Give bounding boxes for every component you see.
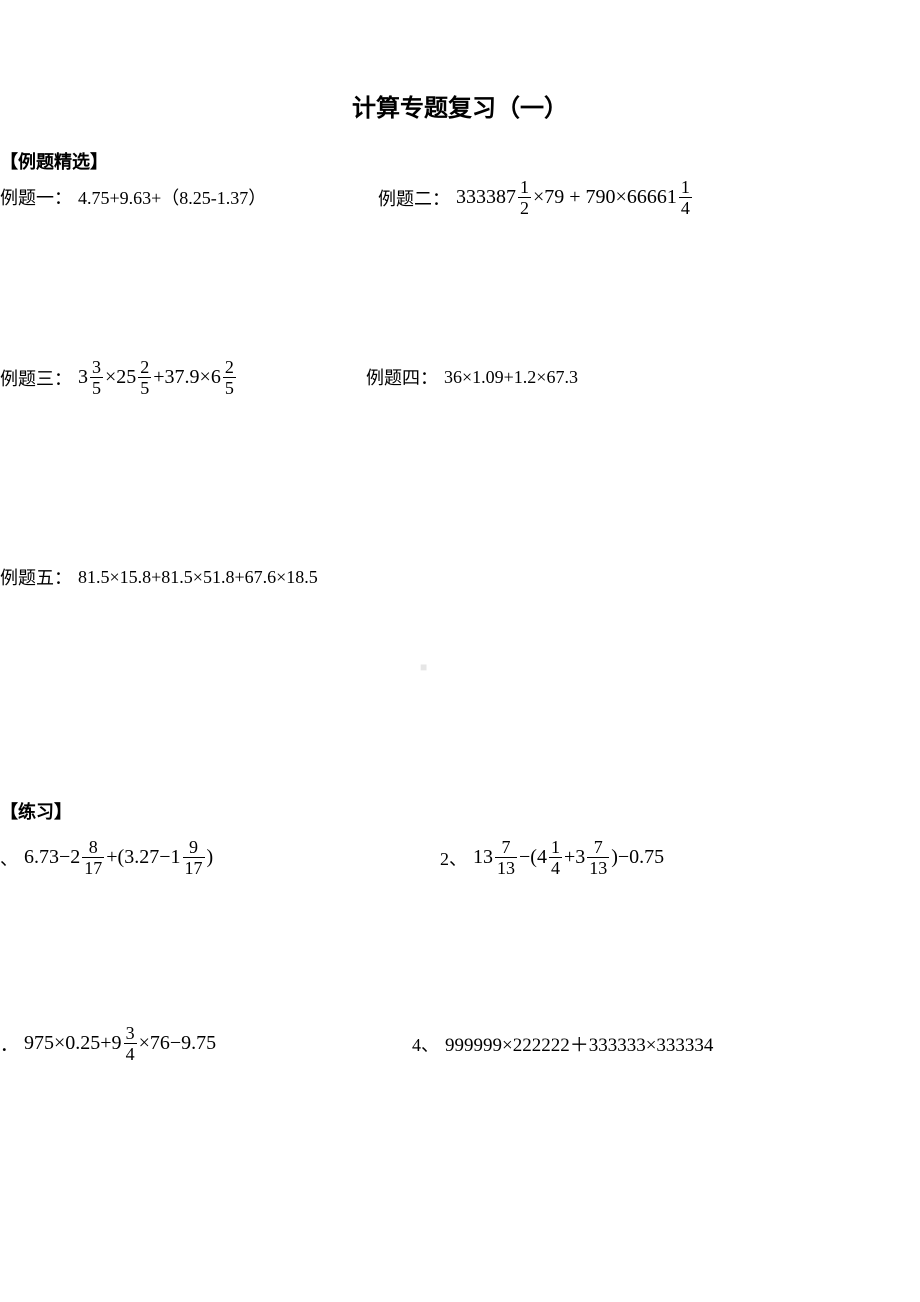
denominator: 5 <box>223 377 236 397</box>
example-5-label: 例题五： <box>0 564 72 590</box>
math-text: ×25 <box>105 366 136 389</box>
example-3: 例题三： 3 3 5 ×25 2 5 +37.9×6 2 5 <box>0 358 238 397</box>
exercise-4: 4、 999999×222222＋333333×333334 <box>412 1030 713 1057</box>
denominator: 4 <box>679 197 692 217</box>
exercise-3-label: ． <box>0 1031 18 1057</box>
exercise-2-expr: 13 7 13 −(4 1 4 +3 7 13 )−0.75 <box>473 838 664 877</box>
denominator: 4 <box>549 857 562 877</box>
exercise-3: ． 975×0.25+9 3 4 ×76−9.75 <box>0 1024 216 1063</box>
exercise-3-expr: 975×0.25+9 3 4 ×76−9.75 <box>24 1024 216 1063</box>
fraction: 2 5 <box>138 358 151 397</box>
example-5: 例题五： 81.5×15.8+81.5×51.8+67.6×18.5 <box>0 564 318 590</box>
denominator: 17 <box>82 857 104 877</box>
math-text: 333387 <box>456 186 516 209</box>
math-text: −(4 <box>519 846 547 869</box>
math-text: 3 <box>78 366 88 389</box>
example-5-expr: 81.5×15.8+81.5×51.8+67.6×18.5 <box>78 567 318 588</box>
exercise-1: 、 6.73−2 8 17 +(3.27−1 9 17 ) <box>0 838 213 877</box>
page-title: 计算专题复习（一） <box>0 88 920 123</box>
example-2-expr: 333387 1 2 ×79 + 790×66661 1 4 <box>456 178 694 217</box>
numerator: 1 <box>549 838 562 857</box>
exercise-1-label: 、 <box>0 845 18 871</box>
example-2-label: 例题二： <box>378 185 450 211</box>
numerator: 1 <box>518 178 531 197</box>
exercise-2-label: 2、 <box>440 845 467 871</box>
numerator: 2 <box>138 358 151 377</box>
section-exercises-header: 【练习】 <box>0 798 72 824</box>
math-text: )−0.75 <box>611 846 664 869</box>
denominator: 13 <box>587 857 609 877</box>
fraction: 7 13 <box>587 838 609 877</box>
math-text: 975×0.25+9 <box>24 1032 122 1055</box>
exercise-1-expr: 6.73−2 8 17 +(3.27−1 9 17 ) <box>24 838 213 877</box>
numerator: 2 <box>223 358 236 377</box>
fraction: 2 5 <box>223 358 236 397</box>
exercise-2: 2、 13 7 13 −(4 1 4 +3 7 13 )−0.75 <box>440 838 664 877</box>
denominator: 17 <box>183 857 205 877</box>
numerator: 9 <box>187 838 200 857</box>
denominator: 2 <box>518 197 531 217</box>
example-2: 例题二： 333387 1 2 ×79 + 790×66661 1 4 <box>378 178 694 217</box>
example-3-label: 例题三： <box>0 365 72 391</box>
fraction: 1 4 <box>679 178 692 217</box>
numerator: 7 <box>500 838 513 857</box>
math-text: +37.9×6 <box>153 366 221 389</box>
math-text: 6.73−2 <box>24 846 80 869</box>
example-4-expr: 36×1.09+1.2×67.3 <box>444 367 578 388</box>
math-text: 13 <box>473 846 493 869</box>
math-text: ×79 + 790×66661 <box>533 186 677 209</box>
denominator: 13 <box>495 857 517 877</box>
watermark: ■ <box>420 660 427 675</box>
example-4: 例题四： 36×1.09+1.2×67.3 <box>366 364 578 390</box>
exercise-4-expr: 999999×222222＋333333×333334 <box>445 1030 713 1057</box>
example-3-expr: 3 3 5 ×25 2 5 +37.9×6 2 5 <box>78 358 238 397</box>
example-1-label: 例题一： <box>0 184 72 210</box>
example-1: 例题一： 4.75+9.63+（8.25-1.37） <box>0 184 266 210</box>
fraction: 3 5 <box>90 358 103 397</box>
exercise-4-label: 4、 <box>412 1031 439 1057</box>
math-text: +3 <box>564 846 585 869</box>
fraction: 1 2 <box>518 178 531 217</box>
math-text: ×76−9.75 <box>139 1032 217 1055</box>
numerator: 8 <box>87 838 100 857</box>
fraction: 3 4 <box>124 1024 137 1063</box>
fraction: 9 17 <box>183 838 205 877</box>
denominator: 5 <box>90 377 103 397</box>
denominator: 5 <box>138 377 151 397</box>
fraction: 1 4 <box>549 838 562 877</box>
numerator: 3 <box>90 358 103 377</box>
numerator: 1 <box>679 178 692 197</box>
example-1-expr: 4.75+9.63+（8.25-1.37） <box>78 184 266 210</box>
fraction: 8 17 <box>82 838 104 877</box>
section-examples-header: 【例题精选】 <box>0 148 108 174</box>
numerator: 3 <box>124 1024 137 1043</box>
fraction: 7 13 <box>495 838 517 877</box>
denominator: 4 <box>124 1043 137 1063</box>
math-text: ) <box>207 846 214 869</box>
math-text: +(3.27−1 <box>106 846 180 869</box>
numerator: 7 <box>592 838 605 857</box>
example-4-label: 例题四： <box>366 364 438 390</box>
